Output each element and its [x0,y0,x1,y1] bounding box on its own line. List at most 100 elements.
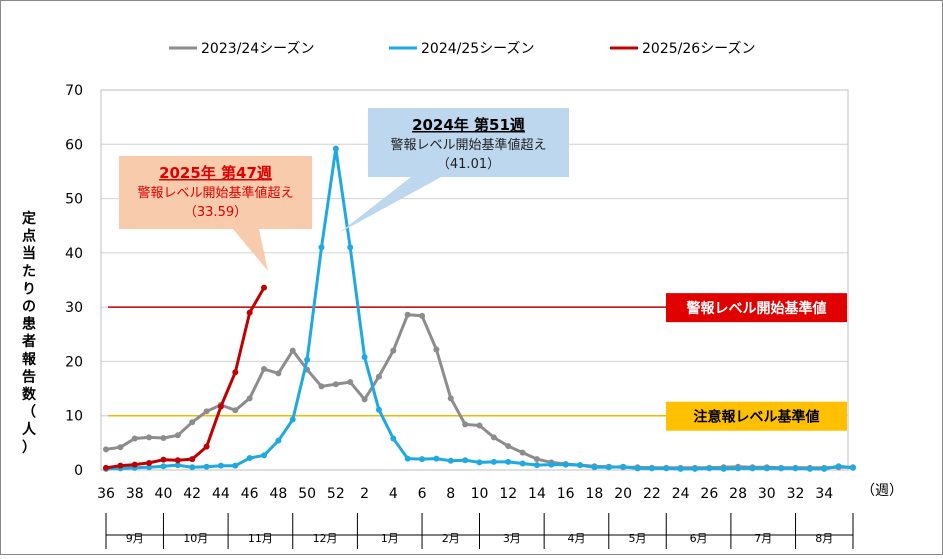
reference-label: 警報レベル開始基準値 [687,300,827,317]
legend: 2023/24シーズン 2024/25シーズン 2025/26シーズン [169,41,755,57]
data-point [476,459,483,466]
data-point [275,437,282,444]
month-label: 11月 [248,532,273,545]
y-tick-label: 70 [65,83,83,99]
data-point [462,421,469,428]
data-point [189,456,196,463]
x-tick-label: 12 [499,486,517,502]
data-point [577,462,584,469]
data-point [117,462,124,469]
data-point [519,460,526,467]
data-point [347,379,354,386]
reference-label-box [666,401,847,431]
data-point [103,464,109,471]
data-point [361,396,368,403]
data-point [691,465,698,472]
data-point [203,463,210,470]
callout-box [119,156,312,229]
x-tick-label: 14 [528,486,546,502]
callout-text: 警報レベル開始基準値超え [390,137,546,153]
reference-label-box [666,293,847,323]
data-point [189,419,196,426]
data-point [562,461,569,468]
data-point [490,434,497,441]
x-tick-label: 50 [298,486,316,502]
data-point [591,464,598,471]
callout-pointer [233,229,268,271]
reference-label: 注意報レベル基準値 [694,409,820,426]
callout-title: 2025年 第47週 [159,164,272,182]
data-point [146,459,153,466]
data-point [131,435,138,442]
data-point [735,465,742,472]
month-label: 1月 [381,532,399,545]
x-tick-label: 6 [418,486,427,502]
data-point [318,244,325,251]
y-tick-label: 10 [65,409,83,425]
data-point [375,406,382,413]
data-point [232,462,239,469]
y-axis: 0 10 20 30 40 50 60 70 [65,83,83,479]
y-label-char: 告 [22,368,36,385]
callout-value: （33.59） [184,205,247,220]
data-point [663,465,670,472]
x-tick-label: 44 [212,486,230,502]
x-tick-label: 38 [126,486,144,502]
x-tick-label: 28 [729,486,747,502]
y-label-char: 者 [22,334,36,350]
data-point [749,465,756,472]
data-point [131,461,138,468]
data-point [246,309,253,316]
data-point [404,455,411,462]
x-axis: 36 38 40 42 44 46 48 50 52 2 4 6 8 10 12 14 16 18 20 22 24 26… [97,483,903,502]
data-point [433,455,440,462]
data-point [778,465,785,472]
x-tick-label: 8 [446,486,455,502]
data-point [505,458,512,465]
data-point [246,455,253,462]
data-point [419,456,426,463]
legend-label: 2025/26シーズン [642,41,755,57]
data-point [361,354,368,361]
data-point [217,462,224,469]
data-point [390,435,397,442]
data-point [419,312,426,319]
legend-label: 2024/25シーズン [421,41,534,57]
data-point [433,346,440,353]
x-tick-label: 48 [269,486,287,502]
data-point [289,347,296,354]
data-point [160,463,167,470]
data-point [103,446,109,453]
x-tick-label: 40 [155,486,173,502]
x-axis-unit: （週） [861,483,903,499]
data-point [634,465,641,472]
y-label-char: り [22,281,36,297]
x-tick-label: 4 [389,486,398,502]
y-label-char: 点 [22,228,36,245]
data-point [203,408,210,415]
data-point [117,444,124,451]
x-tick-label: 26 [700,486,718,502]
data-point [174,457,181,464]
month-label: 4月 [567,532,585,545]
x-tick-label: 22 [643,486,661,502]
data-point [792,465,799,472]
y-tick-label: 20 [65,354,83,370]
x-tick-label: 32 [787,486,805,502]
y-label-char: 人 [22,421,37,438]
data-point [476,422,483,429]
data-point [490,458,497,465]
data-point [677,465,684,472]
y-tick-label: 50 [65,192,83,208]
x-tick-label: 2 [360,486,369,502]
data-point [390,347,397,354]
x-tick-label: 18 [586,486,604,502]
data-point [217,403,224,410]
y-label-char: ） [22,440,36,456]
plot-area-border [100,89,849,471]
y-label-char: た [22,264,36,280]
data-point [821,465,828,472]
x-tick-label: 34 [815,486,833,502]
